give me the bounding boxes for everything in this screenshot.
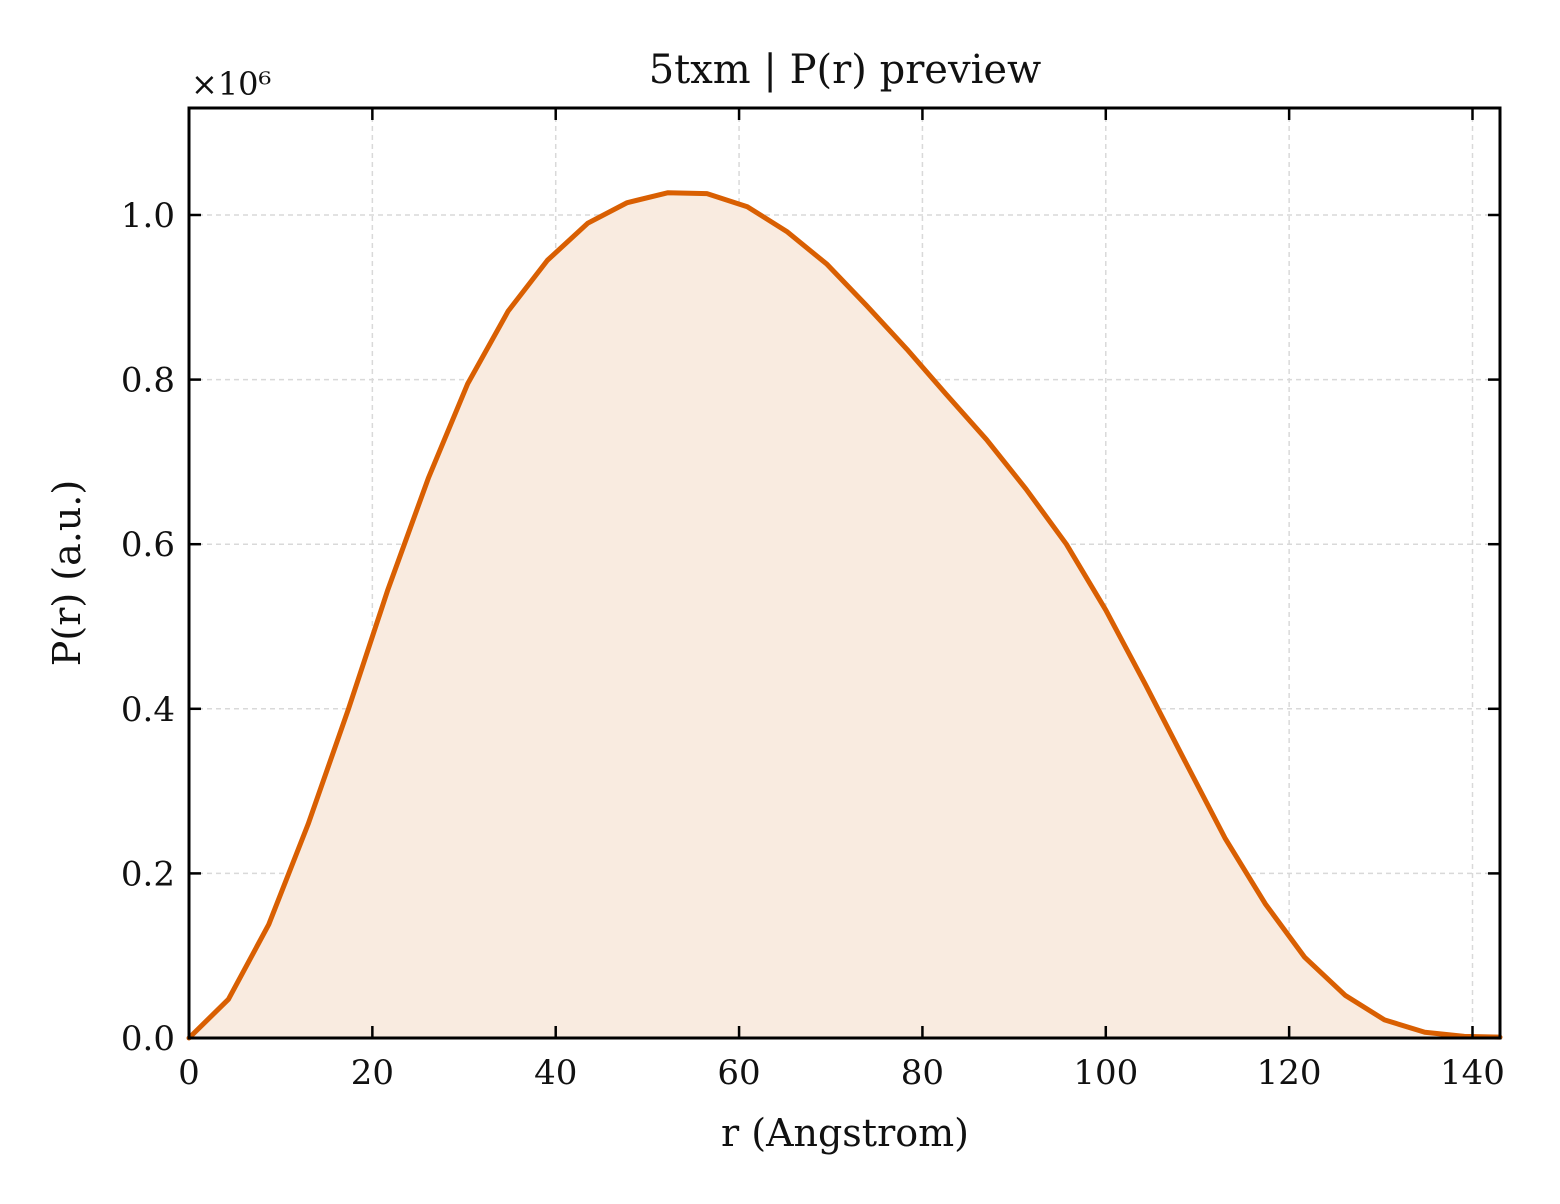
data-point-0-26 [1223,837,1226,840]
y-axis-label: P(r) (a.u.) [45,480,89,666]
data-point-0-6 [427,477,430,480]
data-point-0-25 [1184,761,1187,764]
line-layer [186,190,1503,1041]
data-point-0-31 [1423,1031,1426,1034]
x-tick-label-1: 20 [351,1053,394,1093]
series-line-0 [186,190,1503,1041]
y-offset-label: ×10⁶ [191,65,271,103]
y-tick-label-2: 0.4 [121,690,175,730]
data-point-0-23 [1104,609,1107,612]
label-layer: 0 20 40 60 80 100 120 140 0.0 0.2 0.4 0.6 0.8 1.0 [121,196,1505,1093]
data-point-0-12 [666,191,669,194]
x-tick-label-2: 40 [534,1053,577,1093]
data-point-0-27 [1264,902,1267,905]
data-point-0-24 [1144,683,1147,686]
data-point-0-1 [227,998,230,1001]
y-tick-label-4: 0.8 [121,361,175,401]
y-tick-label-3: 0.6 [121,525,175,565]
data-point-0-10 [586,222,589,225]
data-point-0-9 [546,259,549,262]
data-point-0-30 [1383,1018,1386,1021]
x-tick-label-0: 0 [178,1053,200,1093]
data-point-0-4 [347,707,350,710]
data-point-0-5 [386,588,389,591]
x-tick-label-6: 120 [1257,1053,1322,1093]
data-point-0-15 [785,230,788,233]
data-point-0-3 [307,823,310,826]
data-point-0-17 [865,304,868,307]
x-tick-label-4: 80 [901,1053,944,1093]
tick-layer [187,108,1500,1040]
data-point-0-20 [985,438,988,441]
data-point-0-18 [905,348,908,351]
x-tick-label-3: 60 [717,1053,760,1093]
y-tick-label-1: 0.2 [121,854,175,894]
data-point-0-16 [826,263,829,266]
y-tick-label-0: 0.0 [121,1019,175,1059]
plot-frame [187,106,1502,1040]
data-point-0-22 [1065,543,1068,546]
x-tick-label-7: 140 [1440,1053,1505,1093]
data-point-0-8 [507,310,510,313]
data-point-0-19 [945,393,948,396]
x-axis-label: r (Angstrom) [721,1111,969,1155]
y-tick-label-5: 1.0 [121,196,175,236]
data-point-0-28 [1303,956,1306,959]
data-point-0-13 [705,192,708,195]
data-point-0-2 [267,923,270,926]
data-point-0-29 [1344,994,1347,997]
data-point-0-21 [1025,488,1028,491]
data-point-0-11 [626,201,629,204]
data-point-0-7 [466,382,469,385]
data-point-0-14 [746,205,749,208]
x-tick-label-5: 100 [1073,1053,1138,1093]
area-layer [189,192,1500,1038]
chart-title: 5txm | P(r) preview [649,47,1042,93]
series-area-0 [189,192,1500,1038]
